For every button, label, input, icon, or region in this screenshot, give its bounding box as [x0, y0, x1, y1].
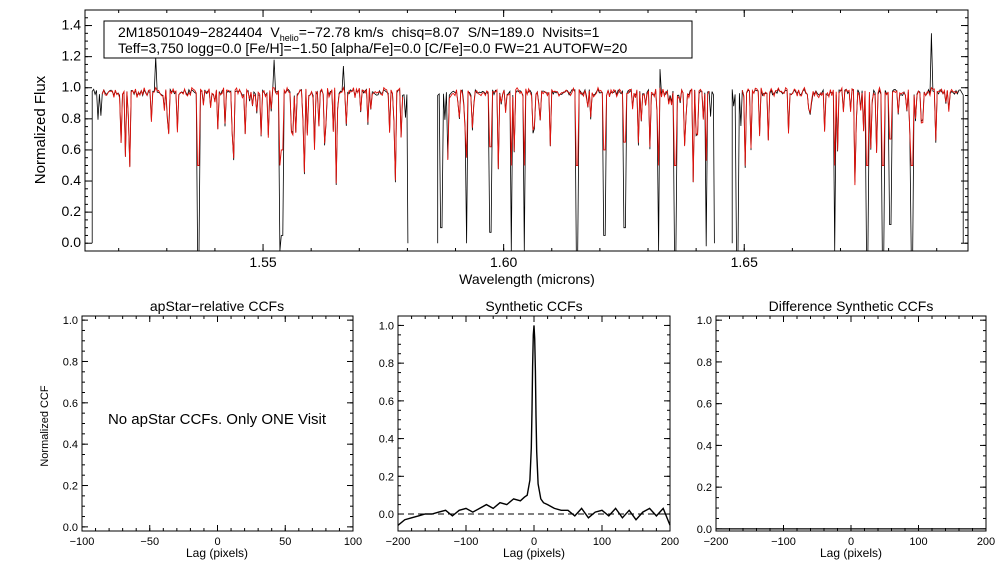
difference-ccf-axis-ticks: −200 −100 0 100 200 0.0 0.2 0.4 0.6 0.8 1.0 — [697, 315, 995, 548]
x-tick-label: 100 — [909, 536, 927, 548]
observed-spectrum-chip-3 — [731, 33, 964, 252]
y-tick-label: 1.0 — [62, 79, 82, 95]
y-tick-label: 0.4 — [697, 440, 712, 452]
y-tick-label: 0.2 — [379, 471, 394, 483]
apstar-ccf-title: apStar−relative CCFs — [150, 298, 284, 314]
y-tick-label: 0.6 — [63, 398, 78, 410]
y-tick-label: 0.0 — [379, 509, 394, 521]
y-tick-label: 0.2 — [63, 481, 78, 493]
y-tick-label: 0.4 — [63, 439, 78, 451]
x-tick-label: 1.60 — [490, 254, 517, 270]
y-tick-label: 0.0 — [62, 234, 82, 250]
x-tick-label: 1.55 — [249, 254, 276, 270]
legend-box — [103, 20, 693, 59]
y-tick-label: 1.0 — [697, 315, 712, 327]
y-tick-label: 1.2 — [62, 48, 82, 64]
synthetic-ccf-frame — [397, 315, 671, 532]
y-tick-label: 0.8 — [62, 110, 82, 126]
y-tick-label: 0.0 — [63, 522, 78, 534]
difference-ccf-title: Difference Synthetic CCFs — [769, 298, 934, 314]
legend-line-1: 2M18501049−2824404 Vhelio=−72.78 km/s chis… — [118, 24, 600, 43]
synthetic-ccf-axis-ticks: −200 −100 0 100 200 0.0 0.2 0.4 0.6 0.8 1.0 — [379, 315, 679, 548]
legend-vhelio-subscript: helio — [280, 33, 299, 43]
legend-vhelio-label: V — [270, 24, 280, 40]
x-tick-label: 1.65 — [731, 254, 758, 270]
y-tick-label: 0.4 — [62, 172, 82, 188]
spectrum-axis-ticks: 1.55 1.60 1.65 0.0 0.2 0.4 0.6 0.8 1.0 1.2 1.4 — [62, 9, 968, 270]
legend-nvisits: Nvisits=1 — [542, 24, 599, 40]
spectrum-lines — [91, 33, 964, 252]
y-tick-label: 0.6 — [62, 141, 82, 157]
synthetic-ccf-title: Synthetic CCFs — [485, 298, 582, 314]
y-tick-label: 0.2 — [62, 203, 82, 219]
spectrum-plot-frame — [84, 9, 969, 252]
difference-ccf-xlabel: Lag (pixels) — [820, 546, 882, 560]
y-tick-label: 0.6 — [379, 396, 394, 408]
legend-sn: S/N=189.0 — [468, 24, 535, 40]
synthetic-ccf-panel: Synthetic CCFs −200 −100 0 100 200 0.0 0.2 0.4 0… — [379, 298, 679, 560]
synthetic-ccf-curve — [397, 325, 671, 526]
synthetic-ccf-xlabel: Lag (pixels) — [503, 546, 565, 560]
no-ccf-annotation: No apStar CCFs. Only ONE Visit — [108, 411, 327, 428]
legend-line-2: Teff=3,750 logg=0.0 [Fe/H]=−1.50 [alpha/… — [118, 40, 627, 56]
synthetic-ccf-plot — [397, 325, 671, 526]
apstar-ccf-panel: apStar−relative CCFs −100 −50 0 50 100 0.0 0.2… — [39, 298, 362, 560]
apstar-ccf-ylabel: Normalized CCF — [39, 385, 51, 467]
x-tick-label: 200 — [977, 536, 995, 548]
legend-star-id: 2M18501049−2824404 — [118, 24, 263, 40]
legend-vhelio-value: =−72.78 km/s — [299, 24, 384, 40]
x-tick-label: −50 — [140, 536, 159, 548]
y-tick-label: 1.0 — [63, 315, 78, 327]
apstar-ccf-axis-ticks: −100 −50 0 50 100 0.0 0.2 0.4 0.6 0.8 1.0 — [63, 315, 362, 548]
y-tick-label: 0.8 — [697, 357, 712, 369]
x-tick-label: 200 — [661, 536, 679, 548]
x-tick-label: 0 — [531, 536, 537, 548]
spectrum-panel: 1.55 1.60 1.65 0.0 0.2 0.4 0.6 0.8 1.0 1.2 1.4 Nor… — [32, 9, 969, 287]
x-tick-label: −100 — [70, 536, 95, 548]
model-spectrum-chip-1 — [101, 86, 404, 184]
apstar-ccf-xlabel: Lag (pixels) — [186, 546, 248, 560]
x-tick-label: −200 — [386, 536, 411, 548]
x-tick-label: 100 — [344, 536, 362, 548]
x-tick-label: 50 — [279, 536, 291, 548]
y-tick-label: 0.8 — [63, 356, 78, 368]
y-tick-label: 0.0 — [697, 524, 712, 536]
y-tick-label: 1.4 — [62, 17, 82, 33]
model-spectrum-chip-3 — [741, 86, 958, 186]
spectrum-ylabel: Normalized Flux — [32, 75, 49, 184]
x-tick-label: 100 — [593, 536, 611, 548]
x-tick-label: −100 — [771, 536, 796, 548]
spectrum-legend: 2M18501049−2824404 Vhelio=−72.78 km/s chis… — [103, 20, 693, 59]
x-tick-label: −200 — [704, 536, 729, 548]
difference-ccf-panel: Difference Synthetic CCFs −200 −100 0 100 20… — [697, 298, 995, 560]
x-tick-label: 0 — [848, 536, 854, 548]
y-tick-label: 0.2 — [697, 482, 712, 494]
spectrum-xlabel: Wavelength (microns) — [459, 271, 595, 287]
legend-chisq: chisq=8.07 — [392, 24, 460, 40]
model-spectrum-chip-2 — [447, 86, 710, 183]
x-tick-label: −100 — [454, 536, 479, 548]
x-tick-label: 0 — [214, 536, 220, 548]
observed-spectrum-chip-1 — [91, 56, 409, 252]
y-tick-label: 1.0 — [379, 320, 394, 332]
y-tick-label: 0.8 — [379, 358, 394, 370]
difference-ccf-frame — [715, 315, 987, 532]
y-tick-label: 0.6 — [697, 399, 712, 411]
y-tick-label: 0.4 — [379, 434, 394, 446]
